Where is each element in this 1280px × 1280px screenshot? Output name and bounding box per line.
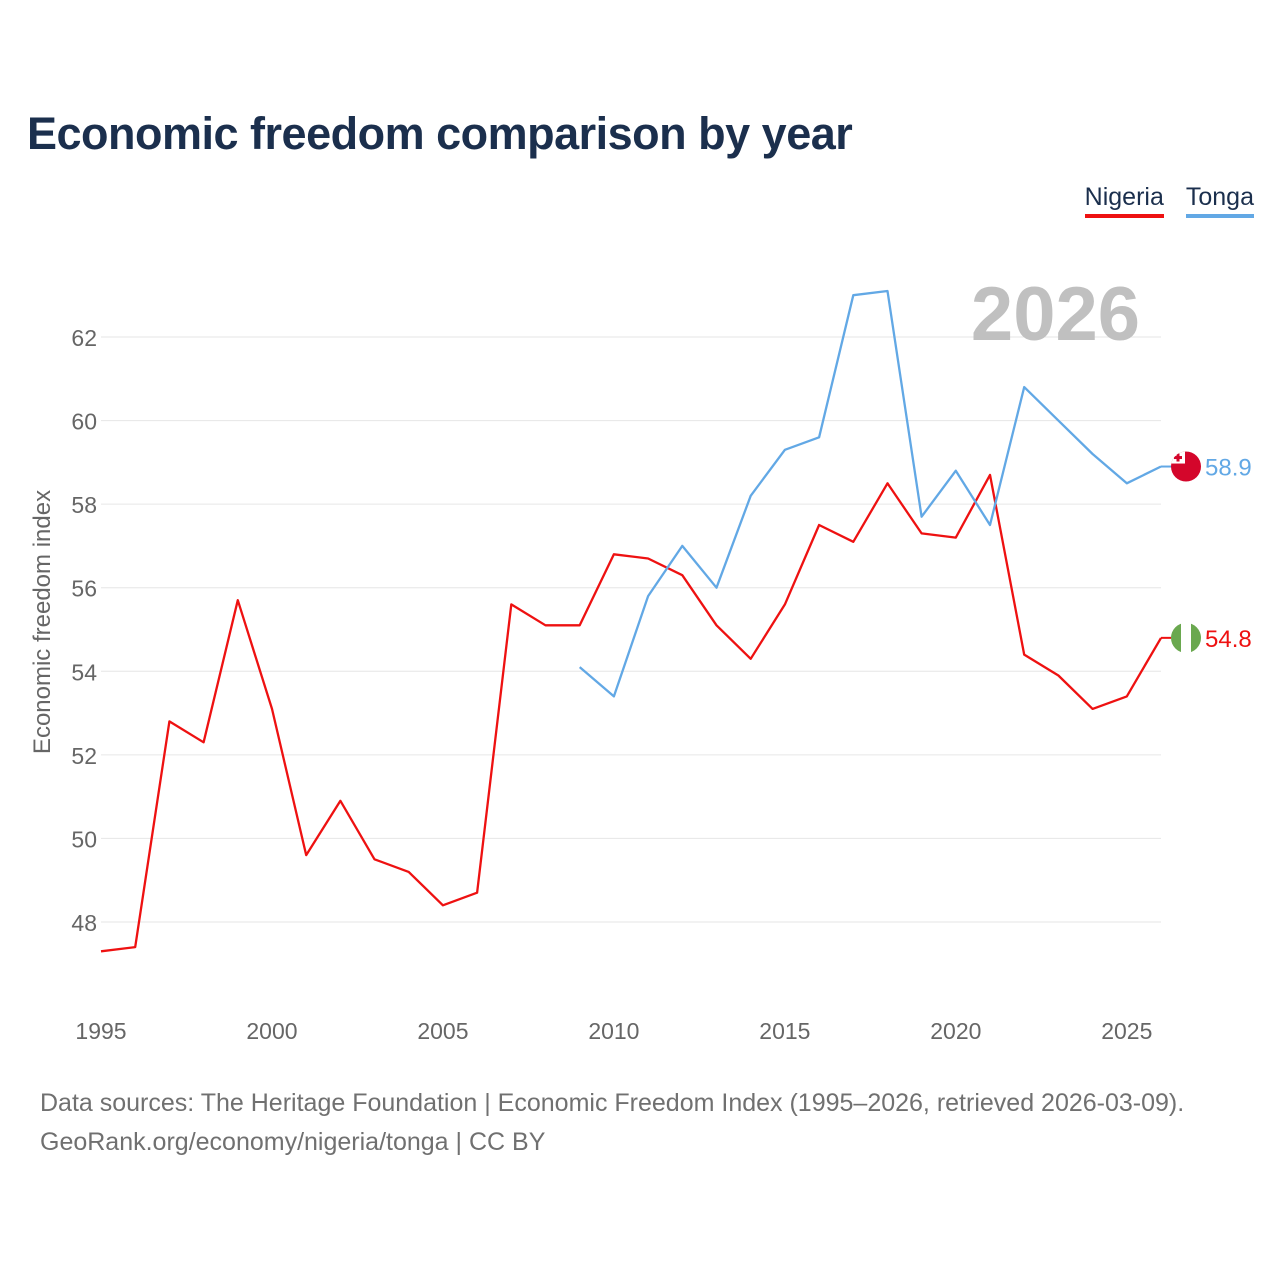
legend: Nigeria Tonga — [1084, 183, 1254, 218]
legend-item-tonga[interactable]: Tonga — [1185, 183, 1254, 218]
end-value-label-nigeria: 54.8 — [1205, 626, 1252, 653]
nigeria-flag-icon — [1171, 622, 1201, 653]
x-tick-label: 2025 — [1101, 1018, 1152, 1044]
footer-source: Data sources: The Heritage Foundation | … — [40, 1089, 1185, 1117]
y-tick-label: 52 — [71, 743, 97, 769]
series-line-tonga[interactable] — [578, 289, 1162, 698]
y-tick-label: 60 — [71, 409, 97, 435]
end-value-label-tonga: 58.9 — [1205, 455, 1252, 482]
series-line-nigeria[interactable] — [100, 473, 1162, 953]
x-tick-label: 2020 — [930, 1018, 981, 1044]
tonga-flag-icon — [1171, 451, 1201, 482]
footer-link[interactable]: GeoRank.org/economy/nigeria/tonga | CC B… — [40, 1128, 546, 1156]
y-tick-label: 48 — [71, 910, 97, 936]
x-tick-label: 2000 — [246, 1018, 297, 1044]
x-tick-label: 1995 — [75, 1018, 126, 1044]
x-tick-label: 2005 — [417, 1018, 468, 1044]
y-tick-label: 50 — [71, 826, 97, 852]
legend-item-nigeria[interactable]: Nigeria — [1084, 183, 1164, 218]
x-tick-label: 2015 — [759, 1018, 810, 1044]
y-tick-label: 58 — [71, 492, 97, 518]
y-axis-label: Economic freedom index — [29, 490, 56, 754]
y-tick-label: 62 — [71, 325, 97, 351]
chart-title: Economic freedom comparison by year — [27, 108, 853, 159]
footer: Data sources: The Heritage Foundation | … — [40, 1084, 1184, 1162]
x-tick-label: 2010 — [588, 1018, 639, 1044]
y-tick-label: 56 — [71, 576, 97, 602]
y-tick-label: 54 — [71, 659, 97, 685]
year-watermark: 2026 — [971, 272, 1140, 357]
